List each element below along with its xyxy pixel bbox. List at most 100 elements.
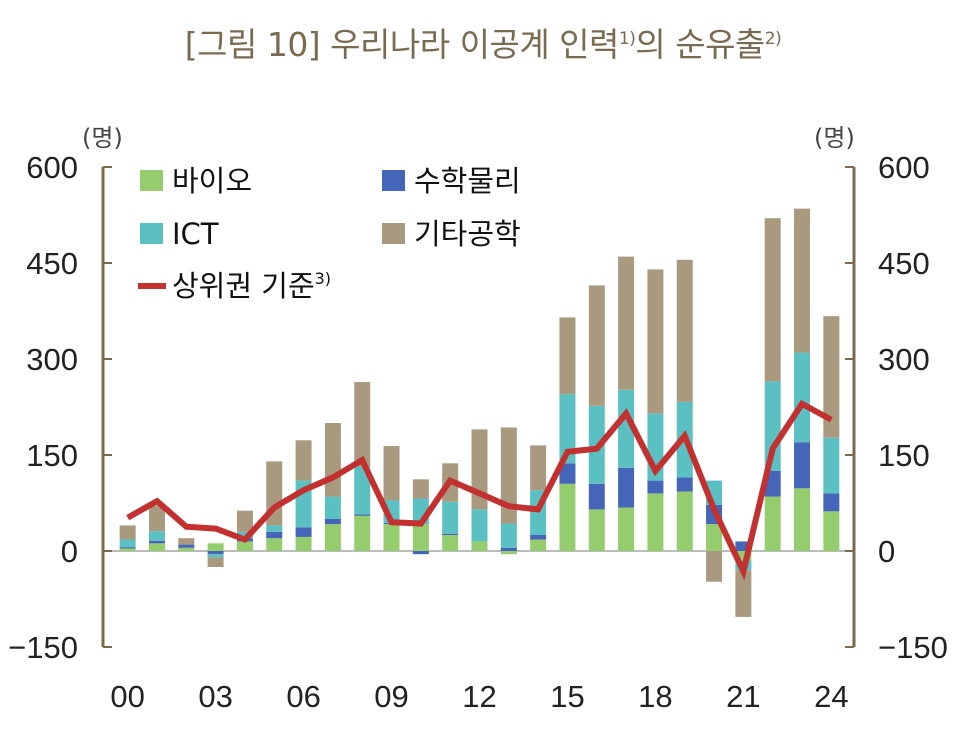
y-tick-label-left: 450 [26,246,78,281]
bar-바이오-17 [618,507,635,551]
bar-바이오-24 [823,511,840,551]
bar-바이오-08 [354,515,371,551]
x-tick-label: 00 [110,679,144,714]
bar-ICT-00 [119,539,136,548]
y-tick-label-right: 300 [878,342,930,377]
legend-swatch-수학물리 [382,170,405,191]
bar-수학물리-08 [354,514,371,516]
bar-기타공학-24 [823,316,840,438]
bar-ICT-08 [354,466,371,515]
bar-바이오-04 [236,541,253,551]
bar-수학물리-15 [559,463,576,484]
y-tick-label-left: −150 [8,630,78,665]
bar-바이오-10 [412,524,429,551]
legend-swatch-바이오 [140,170,163,191]
bar-바이오-06 [295,536,312,551]
legend-swatch-기타공학 [382,223,405,244]
x-tick-label: 15 [550,679,584,714]
legend-label-footnote: 3) [315,269,331,288]
x-tick-label: 09 [374,679,408,714]
y-tick-label-right: 150 [878,438,930,473]
bar-수학물리-10 [412,551,429,555]
bar-바이오-00 [119,548,136,551]
chart-title: [그림 10] 우리나라 이공계 인력1)의 순유출2) [0,18,966,66]
bar-기타공학-20 [706,551,723,582]
bar-수학물리-24 [823,493,840,512]
bar-기타공학-23 [794,208,811,353]
legend-label-상위권 기준: 상위권 기준3) [172,269,331,303]
bar-바이오-07 [324,524,341,551]
bar-바이오-21 [735,551,752,561]
bar-ICT-17 [618,389,635,468]
title-footnote-2: 2) [764,29,782,49]
bar-바이오-13 [500,551,517,555]
bar-기타공학-15 [559,317,576,395]
bar-ICT-07 [324,496,341,519]
y-tick-label-right: −150 [878,630,948,665]
line-series [126,399,833,581]
bar-바이오-02 [178,547,195,551]
bars [119,208,840,617]
bar-기타공학-07 [324,423,341,497]
bar-수학물리-21 [735,541,752,551]
x-tick-label: 12 [462,679,496,714]
y-tick-label-left: 600 [26,150,78,185]
title-footnote-1: 1) [618,29,636,49]
bar-바이오-12 [471,541,488,551]
legend-label-기타공학: 기타공학 [414,217,521,251]
bar-바이오-14 [530,539,547,551]
x-tick-label: 18 [638,679,672,714]
bar-수학물리-05 [266,531,283,539]
bar-ICT-05 [266,525,283,532]
title-mid: 의 순유출 [635,25,765,64]
bar-ICT-22 [764,381,781,471]
bar-수학물리-01 [148,540,165,544]
bar-기타공학-03 [207,557,224,567]
bar-바이오-01 [148,543,165,551]
bar-기타공학-18 [647,269,664,414]
bar-기타공학-01 [148,505,165,532]
bar-수학물리-13 [500,547,517,551]
legend-label-바이오: 바이오 [172,164,252,198]
bar-기타공학-13 [500,427,517,524]
x-tick-label: 06 [286,679,320,714]
bar-기타공학-06 [295,440,312,481]
bar-기타공학-19 [676,259,693,402]
bar-수학물리-19 [676,477,693,492]
legend-label-수학물리: 수학물리 [414,164,521,198]
bar-ICT-11 [442,501,459,534]
bar-ICT-23 [794,352,811,443]
y-tick-label-right: 600 [878,150,930,185]
bar-바이오-03 [207,543,224,551]
bar-바이오-19 [676,491,693,551]
bar-수학물리-18 [647,480,664,494]
bar-ICT-13 [500,523,517,548]
title-main: [그림 10] 우리나라 이공계 인력 [184,25,620,64]
bar-수학물리-03 [207,551,224,555]
bar-수학물리-06 [295,527,312,537]
bar-바이오-11 [442,535,459,551]
bar-기타공학-08 [354,382,371,467]
bar-바이오-15 [559,483,576,551]
bar-기타공학-02 [178,538,195,545]
bar-바이오-18 [647,493,664,551]
bar-수학물리-02 [178,544,195,548]
bar-ICT-24 [823,437,840,494]
y-tick-label-right: 450 [878,246,930,281]
bar-기타공학-21 [735,570,752,617]
bar-ICT-15 [559,394,576,464]
bar-수학물리-00 [119,547,136,549]
bar-ICT-12 [471,509,488,542]
bar-바이오-05 [266,538,283,551]
bar-기타공학-17 [618,256,635,390]
bar-기타공학-10 [412,479,429,499]
x-tick-label: 03 [198,679,232,714]
legend-label-ICT: ICT [172,217,219,251]
bar-기타공학-22 [764,218,781,382]
x-tick-label: 24 [814,679,848,714]
bar-수학물리-07 [324,519,341,525]
bar-수학물리-17 [618,467,635,508]
bar-ICT-01 [148,531,165,541]
